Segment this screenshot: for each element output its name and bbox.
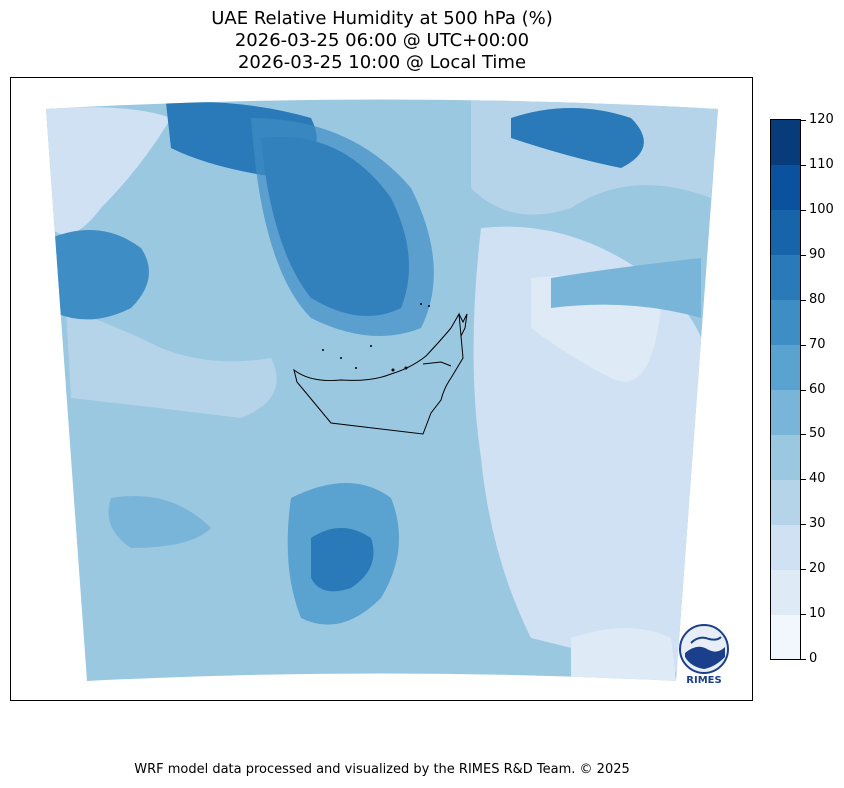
- colorbar-tick-label: 0: [809, 651, 818, 666]
- colorbar-tick: [801, 479, 806, 481]
- map-subtitle-utc: 2026-03-25 06:00 @ UTC+00:00: [234, 30, 530, 51]
- rimes-globe-icon: [679, 624, 729, 674]
- field-band-30-40-west: [66, 308, 277, 418]
- humidity-map: [46, 99, 718, 681]
- colorbar-tick: [801, 209, 806, 211]
- humidity-field: [46, 99, 718, 681]
- uae-islands: [322, 303, 430, 372]
- field-band-70-80: [251, 118, 434, 336]
- colorbar-tick-label: 120: [809, 112, 834, 127]
- colorbar-band: [771, 389, 800, 435]
- colorbar-tick-label: 50: [809, 426, 826, 442]
- uae-border: [293, 312, 468, 435]
- map-subtitle-local: 2026-03-25 10:00 @ Local Time: [237, 52, 527, 73]
- colorbar-band: [771, 120, 800, 166]
- colorbar-tick: [801, 164, 806, 166]
- colorbar-tick: [801, 434, 806, 436]
- colorbar-tick: [801, 614, 806, 616]
- colorbar-tick: [801, 344, 806, 346]
- colorbar-tick: [801, 569, 806, 571]
- colorbar-band: [771, 254, 800, 301]
- colorbar-band: [771, 524, 800, 570]
- field-band-20-30-west: [46, 107, 171, 235]
- rimes-logo: RIMES: [677, 623, 731, 689]
- colorbar-tick: [801, 389, 806, 391]
- colorbar-band: [771, 344, 800, 390]
- colorbar-tick-label: 10: [809, 606, 826, 622]
- colorbar-tick: [801, 659, 806, 660]
- colorbar-tick-label: 90: [809, 246, 826, 262]
- field-band-50-60-sw: [108, 496, 211, 548]
- colorbar-tick-label: 60: [809, 381, 826, 397]
- map-frame: [10, 77, 753, 701]
- musandam-boundary: [458, 313, 468, 337]
- colorbar-band: [771, 569, 800, 615]
- colorbar-band: [771, 209, 800, 256]
- footer-credit: WRF model data processed and visualized …: [134, 762, 630, 777]
- oman-boundary: [422, 361, 452, 367]
- colorbar-tick-label: 20: [809, 561, 826, 577]
- colorbar: [770, 119, 801, 660]
- colorbar-tick-label: 110: [809, 156, 834, 172]
- colorbar-tick-label: 80: [809, 291, 826, 307]
- colorbar-tick-label: 70: [809, 336, 826, 352]
- colorbar-tick: [801, 120, 806, 121]
- field-band-10-20-south: [571, 628, 676, 681]
- colorbar-tick: [801, 254, 806, 256]
- colorbar-band: [771, 164, 800, 211]
- field-band-50-60-ne: [551, 258, 701, 318]
- rimes-logo-text: RIMES: [686, 675, 722, 686]
- colorbar-band: [771, 479, 800, 525]
- colorbar-tick: [801, 524, 806, 526]
- colorbar-tick-label: 40: [809, 471, 826, 487]
- map-title: UAE Relative Humidity at 500 hPa (%): [211, 8, 553, 29]
- field-band-80-90-south: [311, 528, 374, 592]
- colorbar-band: [771, 614, 800, 659]
- colorbar-band: [771, 299, 800, 346]
- colorbar-tick-label: 30: [809, 516, 826, 532]
- uae-boundary: [293, 312, 464, 435]
- colorbar-band: [771, 434, 800, 480]
- field-band-70-80-west: [51, 230, 149, 320]
- colorbar-tick-label: 100: [809, 201, 834, 217]
- colorbar-tick: [801, 299, 806, 301]
- field-band-80-90-ne: [511, 108, 644, 168]
- field-band-20-30: [473, 226, 718, 679]
